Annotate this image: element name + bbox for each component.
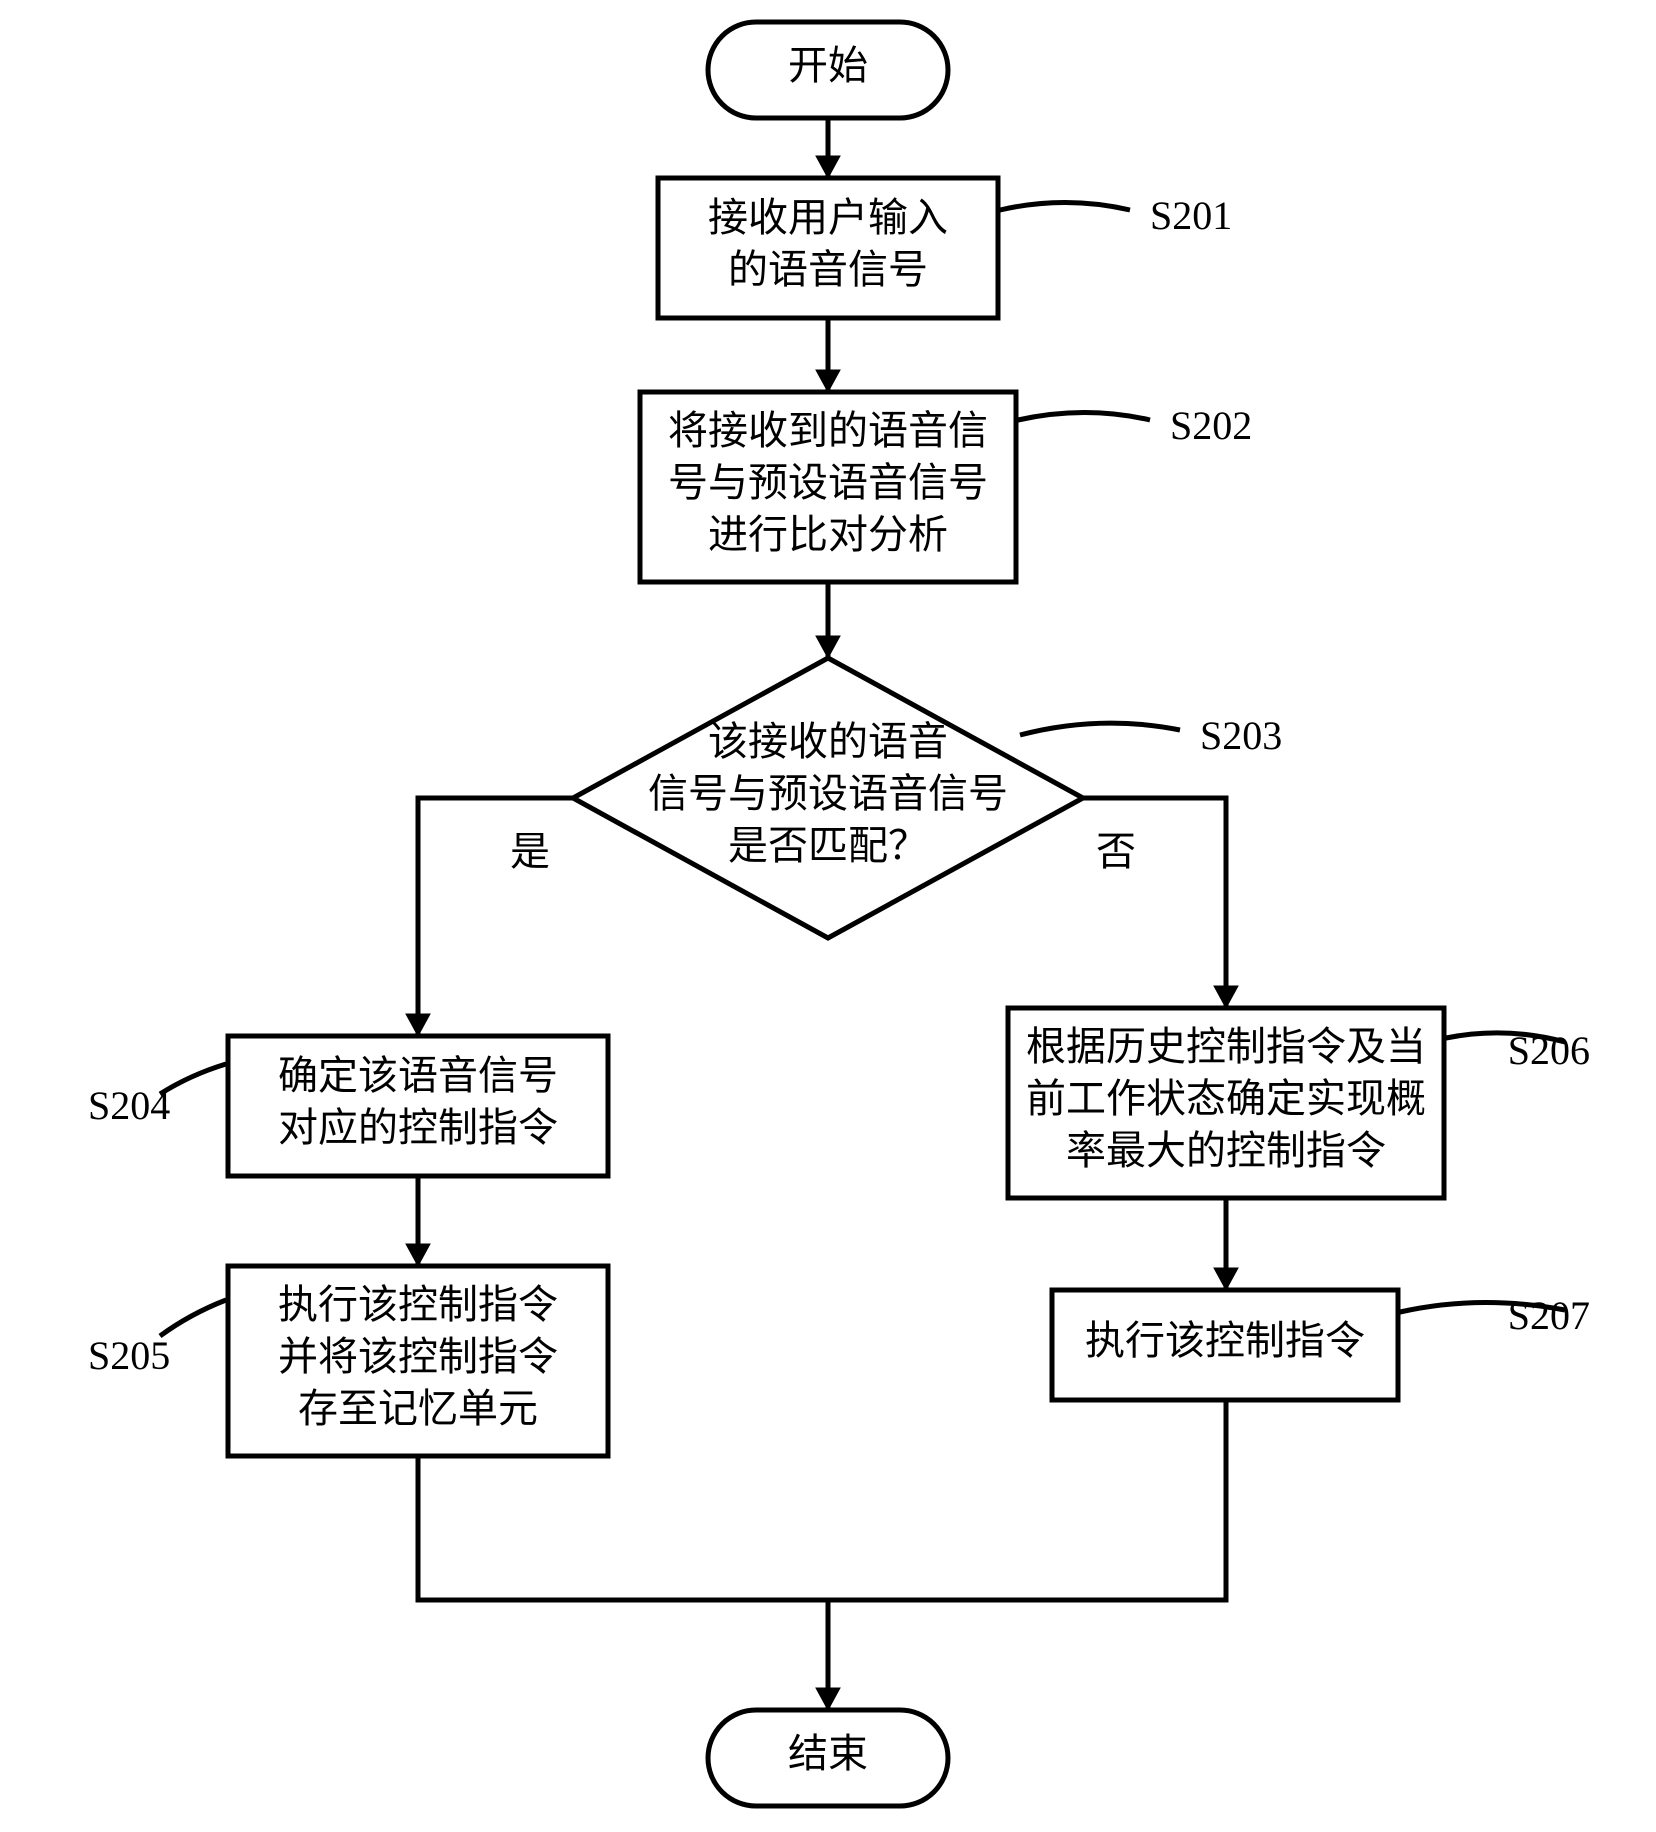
edge-s202-to-s203-arrowhead bbox=[816, 636, 840, 658]
process-s207-text: 执行该控制指令 bbox=[1085, 1318, 1365, 1363]
edge-s203-yes-to-s204-arrowhead bbox=[406, 1014, 430, 1036]
process-s204-text: 确定该语音信号对应的控制指令 bbox=[278, 1053, 558, 1150]
process-s206-text-line: 根据历史控制指令及当 bbox=[1026, 1024, 1426, 1069]
leader-s203 bbox=[1020, 723, 1180, 735]
process-s205-text-line: 并将该控制指令 bbox=[278, 1334, 558, 1379]
step-label-s204: S204 bbox=[88, 1083, 170, 1128]
process-s205-text: 执行该控制指令并将该控制指令存至记忆单元 bbox=[278, 1282, 558, 1431]
end-terminal-text-line: 结束 bbox=[788, 1731, 868, 1776]
process-s205-text-line: 存至记忆单元 bbox=[298, 1386, 538, 1431]
leader-s201 bbox=[1000, 203, 1130, 211]
start-terminal-text-line: 开始 bbox=[788, 43, 868, 88]
process-s202-text: 将接收到的语音信号与预设语音信号进行比对分析 bbox=[668, 408, 988, 557]
process-s204-text-line: 确定该语音信号 bbox=[278, 1053, 558, 1098]
leader-s205 bbox=[160, 1300, 226, 1336]
process-s201-text-line: 接收用户输入 bbox=[708, 195, 948, 240]
process-s204-text-line: 对应的控制指令 bbox=[278, 1105, 558, 1150]
edge-s204-to-s205-arrowhead bbox=[406, 1244, 430, 1266]
branch-label-yes: 是 bbox=[510, 829, 550, 874]
decision-s203-text: 该接收的语音信号与预设语音信号是否匹配？ bbox=[648, 719, 1008, 868]
edge-start-to-s201-arrowhead bbox=[816, 156, 840, 178]
edge-s203-no-to-s206-arrowhead bbox=[1214, 986, 1238, 1008]
decision-s203-text-line: 该接收的语音 bbox=[708, 719, 948, 764]
decision-s203-text-line: 是否匹配？ bbox=[728, 823, 928, 868]
process-s201-text-line: 的语音信号 bbox=[728, 247, 928, 292]
step-label-s207: S207 bbox=[1508, 1293, 1590, 1338]
edge-s206-to-s207-arrowhead bbox=[1214, 1268, 1238, 1290]
process-s202-text-line: 将接收到的语音信 bbox=[668, 408, 988, 453]
process-s205-text-line: 执行该控制指令 bbox=[278, 1282, 558, 1327]
flowchart-diagram: 开始结束 接收用户输入的语音信号将接收到的语音信号与预设语音信号进行比对分析确定该… bbox=[0, 0, 1656, 1832]
edge-s207-to-merge bbox=[828, 1400, 1226, 1600]
leader-s202 bbox=[1018, 413, 1150, 421]
process-s206-text-line: 率最大的控制指令 bbox=[1066, 1128, 1386, 1173]
process-s202-text-line: 进行比对分析 bbox=[708, 512, 948, 557]
step-label-s206: S206 bbox=[1508, 1028, 1590, 1073]
branch-label-no: 否 bbox=[1096, 829, 1136, 874]
process-s201-text: 接收用户输入的语音信号 bbox=[708, 195, 948, 292]
step-label-s202: S202 bbox=[1170, 403, 1252, 448]
process-s207-text-line: 执行该控制指令 bbox=[1085, 1318, 1365, 1363]
edge-s205-to-merge bbox=[418, 1456, 828, 1600]
edge-s201-to-s202-arrowhead bbox=[816, 370, 840, 392]
process-s206-text-line: 前工作状态确定实现概 bbox=[1026, 1076, 1426, 1121]
end-terminal-text: 结束 bbox=[788, 1731, 868, 1776]
step-label-s205: S205 bbox=[88, 1333, 170, 1378]
start-terminal-text: 开始 bbox=[788, 43, 868, 88]
process-s206-text: 根据历史控制指令及当前工作状态确定实现概率最大的控制指令 bbox=[1026, 1024, 1426, 1173]
decision-s203-text-line: 信号与预设语音信号 bbox=[648, 771, 1008, 816]
edge-merge-to-end-arrowhead bbox=[816, 1688, 840, 1710]
step-label-s201: S201 bbox=[1150, 193, 1232, 238]
step-label-s203: S203 bbox=[1200, 713, 1282, 758]
process-s202-text-line: 号与预设语音信号 bbox=[668, 460, 988, 505]
